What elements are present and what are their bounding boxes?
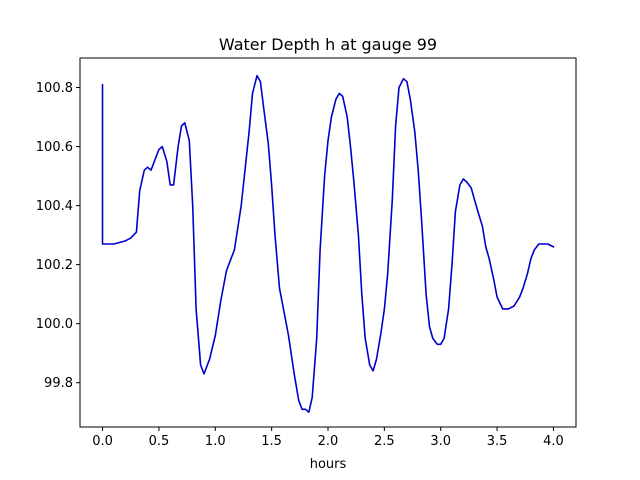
plot-frame — [79, 57, 577, 428]
y-axis-ticks: 99.8 100.0 100.2 100.4 100.6 100.8 — [36, 81, 80, 391]
x-tick-label: 0.0 — [92, 434, 113, 449]
x-axis-label: hours — [310, 457, 347, 472]
x-tick-label: 3.0 — [430, 434, 451, 449]
series-line-0 — [101, 74, 555, 414]
y-tick-label: 100.0 — [36, 317, 73, 332]
plot-area: 0.0 0.5 1.0 1.5 2.0 2.5 3.0 3.5 4.0 99.8 100.0 100… — [36, 57, 577, 449]
series-layer — [101, 74, 555, 414]
x-tick-label: 1.0 — [205, 434, 226, 449]
y-tick-label: 99.8 — [44, 376, 73, 391]
x-tick-label: 2.0 — [318, 434, 339, 449]
y-tick-label: 100.2 — [36, 258, 73, 273]
x-axis-ticks: 0.0 0.5 1.0 1.5 2.0 2.5 3.0 3.5 4.0 — [92, 427, 564, 449]
x-tick-label: 1.5 — [261, 434, 282, 449]
x-tick-label: 2.5 — [374, 434, 395, 449]
x-tick-label: 3.5 — [487, 434, 508, 449]
y-tick-label: 100.6 — [36, 140, 73, 155]
chart-title: Water Depth h at gauge 99 — [219, 35, 437, 54]
y-tick-label: 100.8 — [36, 81, 73, 96]
y-tick-label: 100.4 — [36, 199, 73, 214]
x-tick-label: 4.0 — [543, 434, 564, 449]
x-tick-label: 0.5 — [149, 434, 170, 449]
